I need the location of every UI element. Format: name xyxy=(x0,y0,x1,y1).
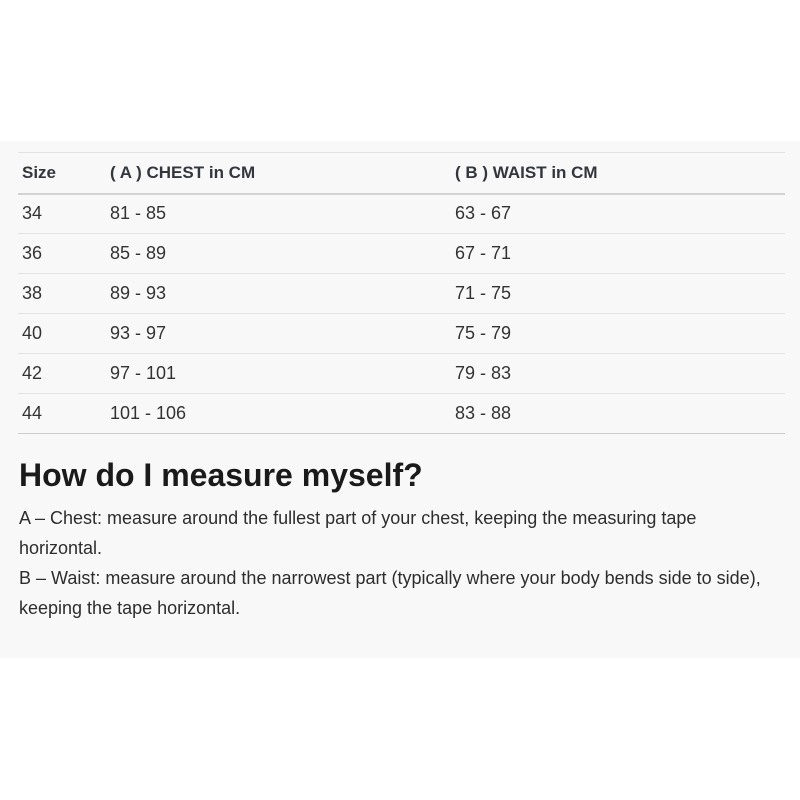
measure-heading: How do I measure myself? xyxy=(19,457,423,493)
waist-cell: 83 - 88 xyxy=(451,393,785,434)
column-header-size: Size xyxy=(18,152,106,195)
size-cell: 42 xyxy=(18,353,106,394)
chest-cell: 81 - 85 xyxy=(106,193,451,234)
size-guide-section: Size ( A ) CHEST in CM ( B ) WAIST in CM… xyxy=(0,141,800,658)
chest-cell: 97 - 101 xyxy=(106,353,451,394)
waist-cell: 67 - 71 xyxy=(451,233,785,274)
chest-cell: 85 - 89 xyxy=(106,233,451,274)
size-cell: 36 xyxy=(18,233,106,274)
chest-cell: 89 - 93 xyxy=(106,273,451,314)
measure-paragraph-chest: A – Chest: measure around the fullest pa… xyxy=(19,508,697,559)
measure-instructions: A – Chest: measure around the fullest pa… xyxy=(18,503,785,623)
waist-cell: 71 - 75 xyxy=(451,273,785,314)
size-table: Size ( A ) CHEST in CM ( B ) WAIST in CM… xyxy=(18,152,785,434)
table-row: 40 93 - 97 75 - 79 xyxy=(18,313,785,354)
waist-cell: 79 - 83 xyxy=(451,353,785,394)
size-cell: 40 xyxy=(18,313,106,354)
chest-cell: 101 - 106 xyxy=(106,393,451,434)
waist-cell: 63 - 67 xyxy=(451,193,785,234)
column-header-waist: ( B ) WAIST in CM xyxy=(451,152,785,195)
column-header-chest: ( A ) CHEST in CM xyxy=(106,152,451,195)
size-table-header-row: Size ( A ) CHEST in CM ( B ) WAIST in CM xyxy=(18,152,785,195)
table-row: 44 101 - 106 83 - 88 xyxy=(18,393,785,434)
table-row: 38 89 - 93 71 - 75 xyxy=(18,273,785,314)
size-cell: 34 xyxy=(18,193,106,234)
measure-paragraph-waist: B – Waist: measure around the narrowest … xyxy=(19,568,761,619)
size-cell: 38 xyxy=(18,273,106,314)
waist-cell: 75 - 79 xyxy=(451,313,785,354)
table-row: 36 85 - 89 67 - 71 xyxy=(18,233,785,274)
table-row: 42 97 - 101 79 - 83 xyxy=(18,353,785,394)
size-cell: 44 xyxy=(18,393,106,434)
table-row: 34 81 - 85 63 - 67 xyxy=(18,193,785,234)
chest-cell: 93 - 97 xyxy=(106,313,451,354)
